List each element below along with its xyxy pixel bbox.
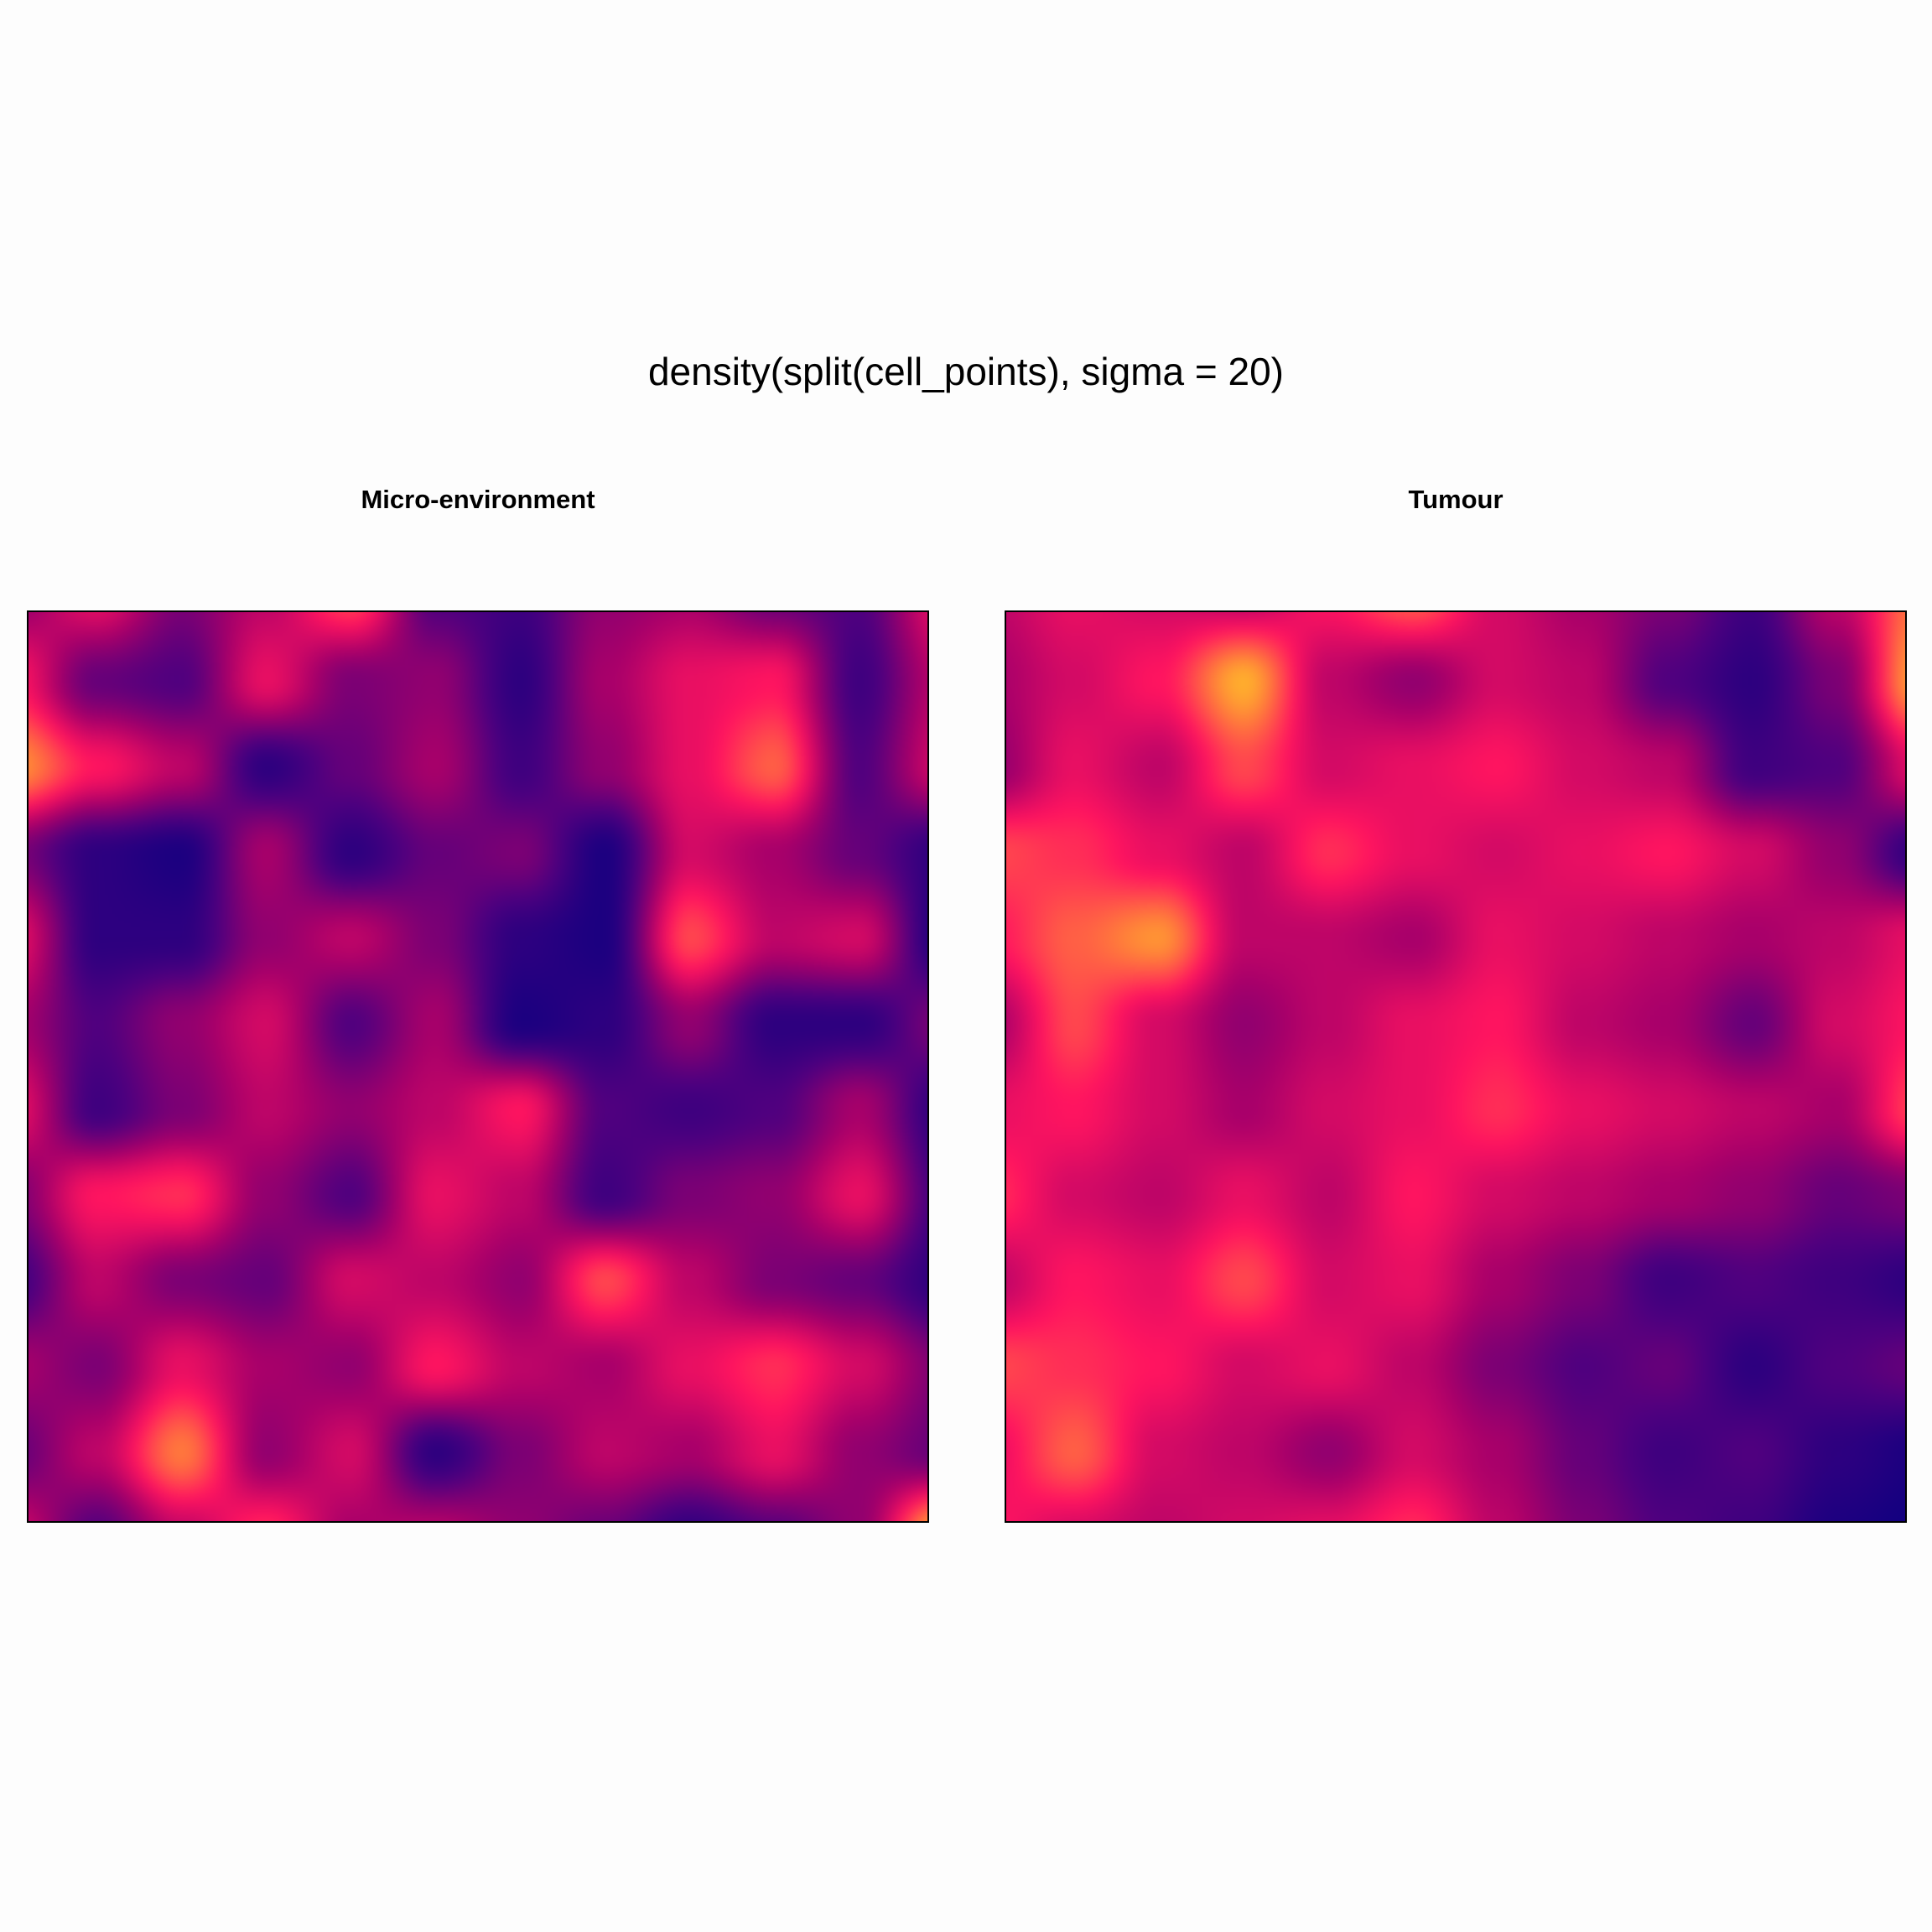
- page-title: density(split(cell_points), sigma = 20): [647, 350, 1285, 393]
- heatmap-canvas-tumour: [1006, 612, 1905, 1521]
- panel-title-tumour: Tumour: [1408, 485, 1504, 514]
- heatmap-tumour: [1005, 610, 1907, 1523]
- panel-title-micro-environment: Micro-environment: [361, 485, 595, 514]
- heatmap-micro-environment: [27, 610, 929, 1523]
- heatmap-canvas-micro-environment: [29, 612, 927, 1521]
